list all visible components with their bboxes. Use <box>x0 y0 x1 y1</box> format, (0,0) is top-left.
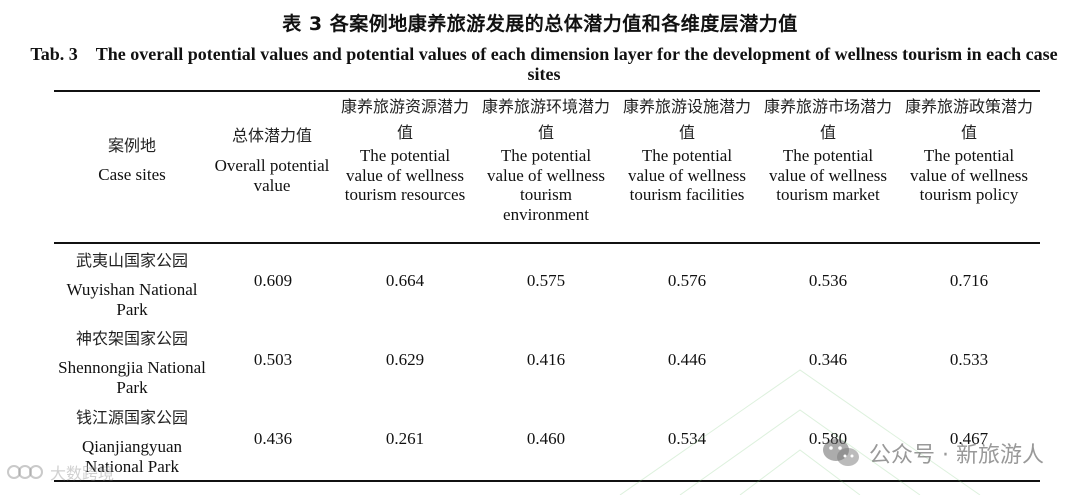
value-facilities: 0.576 <box>667 271 707 290</box>
site-name-en: Qianjiangyuan National Park <box>81 437 183 476</box>
table-row-site: 钱江源国家公园 Qianjiangyuan National Park <box>52 408 212 477</box>
header-cn: 康养旅游设施潜力值 <box>622 97 751 142</box>
table-row-site: 神农架国家公园 Shennongjia National Park <box>52 329 212 398</box>
header-facilities: 康养旅游设施潜力值 The potential value of wellnes… <box>622 94 752 205</box>
wechat-icon <box>823 439 860 466</box>
header-cn: 康养旅游政策潜力值 <box>904 97 1033 142</box>
value-overall: 0.436 <box>253 429 293 448</box>
watermark-left: 大数跨境 <box>6 460 114 484</box>
value-market: 0.536 <box>808 271 848 290</box>
header-en: Overall potential value <box>214 156 330 195</box>
header-en: Case sites <box>98 165 166 184</box>
value-environment: 0.416 <box>526 350 566 369</box>
table-row-site: 武夷山国家公园 Wuyishan National Park <box>52 251 212 320</box>
value-environment: 0.460 <box>526 429 566 448</box>
header-market: 康养旅游市场潜力值 The potential value of wellnes… <box>763 94 893 205</box>
header-en: The potential value of wellness tourism … <box>768 146 888 205</box>
value-facilities: 0.446 <box>667 350 707 369</box>
table-header-rule <box>54 242 1040 244</box>
site-name-cn: 武夷山国家公园 <box>75 251 188 270</box>
site-name-en: Wuyishan National Park <box>66 280 198 319</box>
header-cn: 康养旅游资源潜力值 <box>340 97 469 142</box>
value-policy: 0.716 <box>949 271 989 290</box>
value-resources: 0.629 <box>385 350 425 369</box>
header-resources: 康养旅游资源潜力值 The potential value of wellnes… <box>340 94 470 205</box>
table-title-en: Tab. 3 The overall potential values and p… <box>14 44 1074 84</box>
header-policy: 康养旅游政策潜力值 The potential value of wellnes… <box>904 94 1034 205</box>
value-market: 0.346 <box>808 350 848 369</box>
value-resources: 0.261 <box>385 429 425 448</box>
value-overall: 0.609 <box>253 271 293 290</box>
table-top-rule <box>54 90 1040 92</box>
header-en: The potential value of wellness tourism … <box>909 146 1029 205</box>
header-overall: 总体潜力值 Overall potential value <box>213 126 331 195</box>
header-cn: 总体潜力值 <box>231 126 312 145</box>
header-en: The potential value of wellness tourism … <box>486 146 606 224</box>
site-name-cn: 钱江源国家公园 <box>75 408 188 427</box>
watermark-text: 公众号 · 新旅游人 <box>869 443 1044 468</box>
header-en: The potential value of wellness tourism … <box>344 146 466 205</box>
watermark-left-text: 大数跨境 <box>50 464 115 483</box>
header-cn: 案例地 <box>107 136 156 155</box>
site-name-cn: 神农架国家公园 <box>75 329 188 348</box>
table-title-en-text: The overall potential values and potenti… <box>95 44 1058 84</box>
header-cn: 康养旅游市场潜力值 <box>763 97 892 142</box>
value-resources: 0.664 <box>385 271 425 290</box>
value-facilities: 0.534 <box>667 429 707 448</box>
value-overall: 0.503 <box>253 350 293 369</box>
decorative-lines <box>619 369 981 495</box>
header-case-sites: 案例地 Case sites <box>62 136 202 185</box>
value-policy: 0.533 <box>949 350 989 369</box>
table-number: Tab. 3 <box>30 44 78 64</box>
value-environment: 0.575 <box>526 271 566 290</box>
table-title-cn: 表 3 各案例地康养旅游发展的总体潜力值和各维度层潜力值 <box>282 13 798 35</box>
value-policy: 0.467 <box>949 429 989 448</box>
header-cn: 康养旅游环境潜力值 <box>481 97 610 142</box>
header-en: The potential value of wellness tourism … <box>627 146 747 205</box>
link-icon <box>7 465 43 479</box>
site-name-en: Shennongjia National Park <box>58 358 206 397</box>
table-bottom-rule <box>54 480 1040 482</box>
watermark-wechat: 公众号 · 新旅游人 <box>821 437 1044 469</box>
header-environment: 康养旅游环境潜力值 The potential value of wellnes… <box>481 94 611 224</box>
